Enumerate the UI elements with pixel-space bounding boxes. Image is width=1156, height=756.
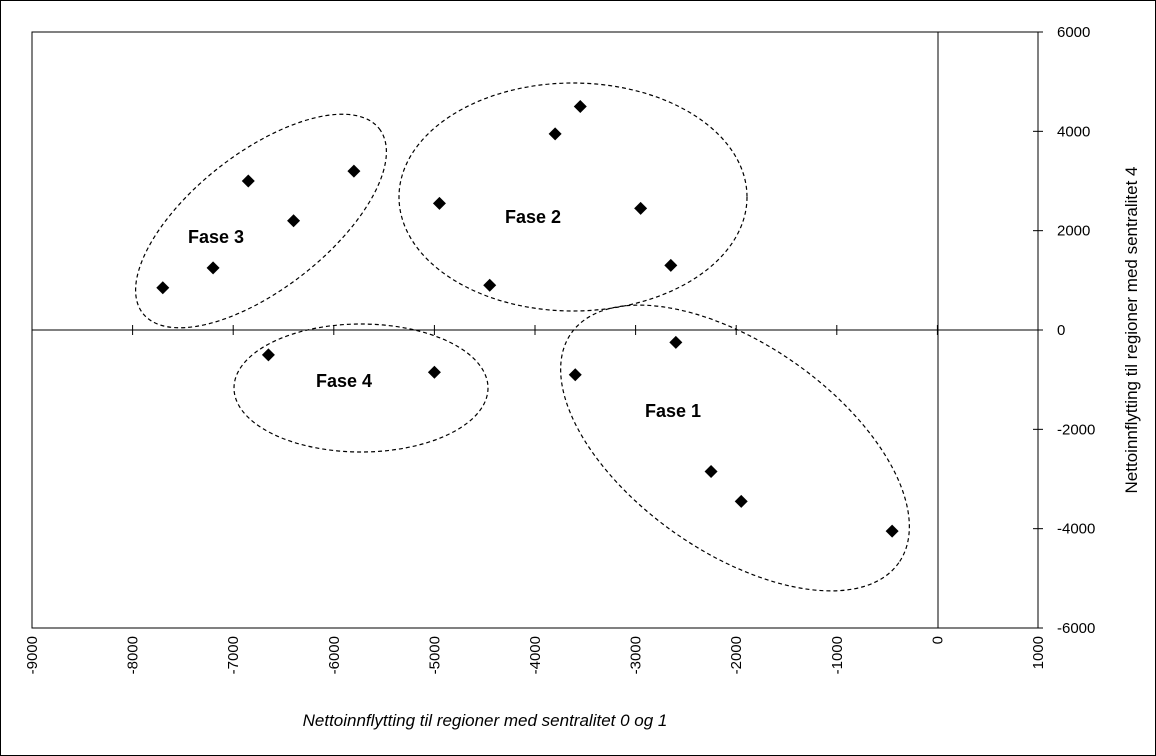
group-label-fase-3: Fase 3 <box>188 227 244 247</box>
data-point <box>885 524 899 538</box>
x-tick-label: 1000 <box>1030 636 1047 669</box>
fase-2-outline <box>398 82 748 312</box>
group-label-fase-2: Fase 2 <box>505 207 561 227</box>
x-tick-label: -3000 <box>628 636 645 674</box>
data-point <box>734 494 748 508</box>
x-tick-label: 0 <box>929 636 946 644</box>
data-point <box>432 196 446 210</box>
axis-ticks: -9000 -8000 -7000 -6000 -5000 -4000 -3000 -2000… <box>24 24 1095 674</box>
y-tick-label: 6000 <box>1057 24 1090 41</box>
x-tick-label: -6000 <box>326 636 343 674</box>
y-tick-label: 4000 <box>1057 123 1090 140</box>
group-label-fase-1: Fase 1 <box>645 401 701 421</box>
data-point <box>568 368 582 382</box>
data-points <box>156 100 899 538</box>
data-point <box>664 258 678 272</box>
x-tick-label: -5000 <box>426 636 443 674</box>
x-tick-label: -2000 <box>728 636 745 674</box>
y-axis-title: Nettoinnflytting til regioner med sentra… <box>1122 167 1141 494</box>
y-tick-label: -4000 <box>1057 521 1095 538</box>
data-point <box>634 201 648 215</box>
y-tick-label: 2000 <box>1057 223 1090 240</box>
x-tick-label: -9000 <box>24 636 41 674</box>
fase-3-outline <box>135 113 387 329</box>
data-point <box>156 281 170 295</box>
y-tick-label: -6000 <box>1057 620 1095 637</box>
x-tick-label: -7000 <box>225 636 242 674</box>
group-outlines <box>135 82 910 592</box>
data-point <box>287 214 301 228</box>
x-tick-label: -4000 <box>527 636 544 674</box>
x-tick-label: -1000 <box>829 636 846 674</box>
data-point <box>669 335 683 349</box>
data-point <box>241 174 255 188</box>
data-point <box>704 465 718 479</box>
x-axis-title: Nettoinnflytting til regioner med sentra… <box>303 711 668 730</box>
fase-1-outline <box>560 304 910 592</box>
data-point <box>347 164 361 178</box>
y-tick-label: -2000 <box>1057 421 1095 438</box>
fase-4-outline <box>233 323 489 453</box>
x-tick-label: -8000 <box>125 636 142 674</box>
group-label-fase-4: Fase 4 <box>316 371 372 391</box>
data-point <box>548 127 562 141</box>
data-point <box>483 278 497 292</box>
data-point <box>206 261 220 275</box>
data-point <box>573 100 587 113</box>
data-point <box>427 365 441 379</box>
data-point <box>261 348 275 362</box>
y-tick-label: 0 <box>1057 322 1065 339</box>
group-labels: Fase 1 Fase 2 Fase 3 Fase 4 <box>188 207 701 421</box>
